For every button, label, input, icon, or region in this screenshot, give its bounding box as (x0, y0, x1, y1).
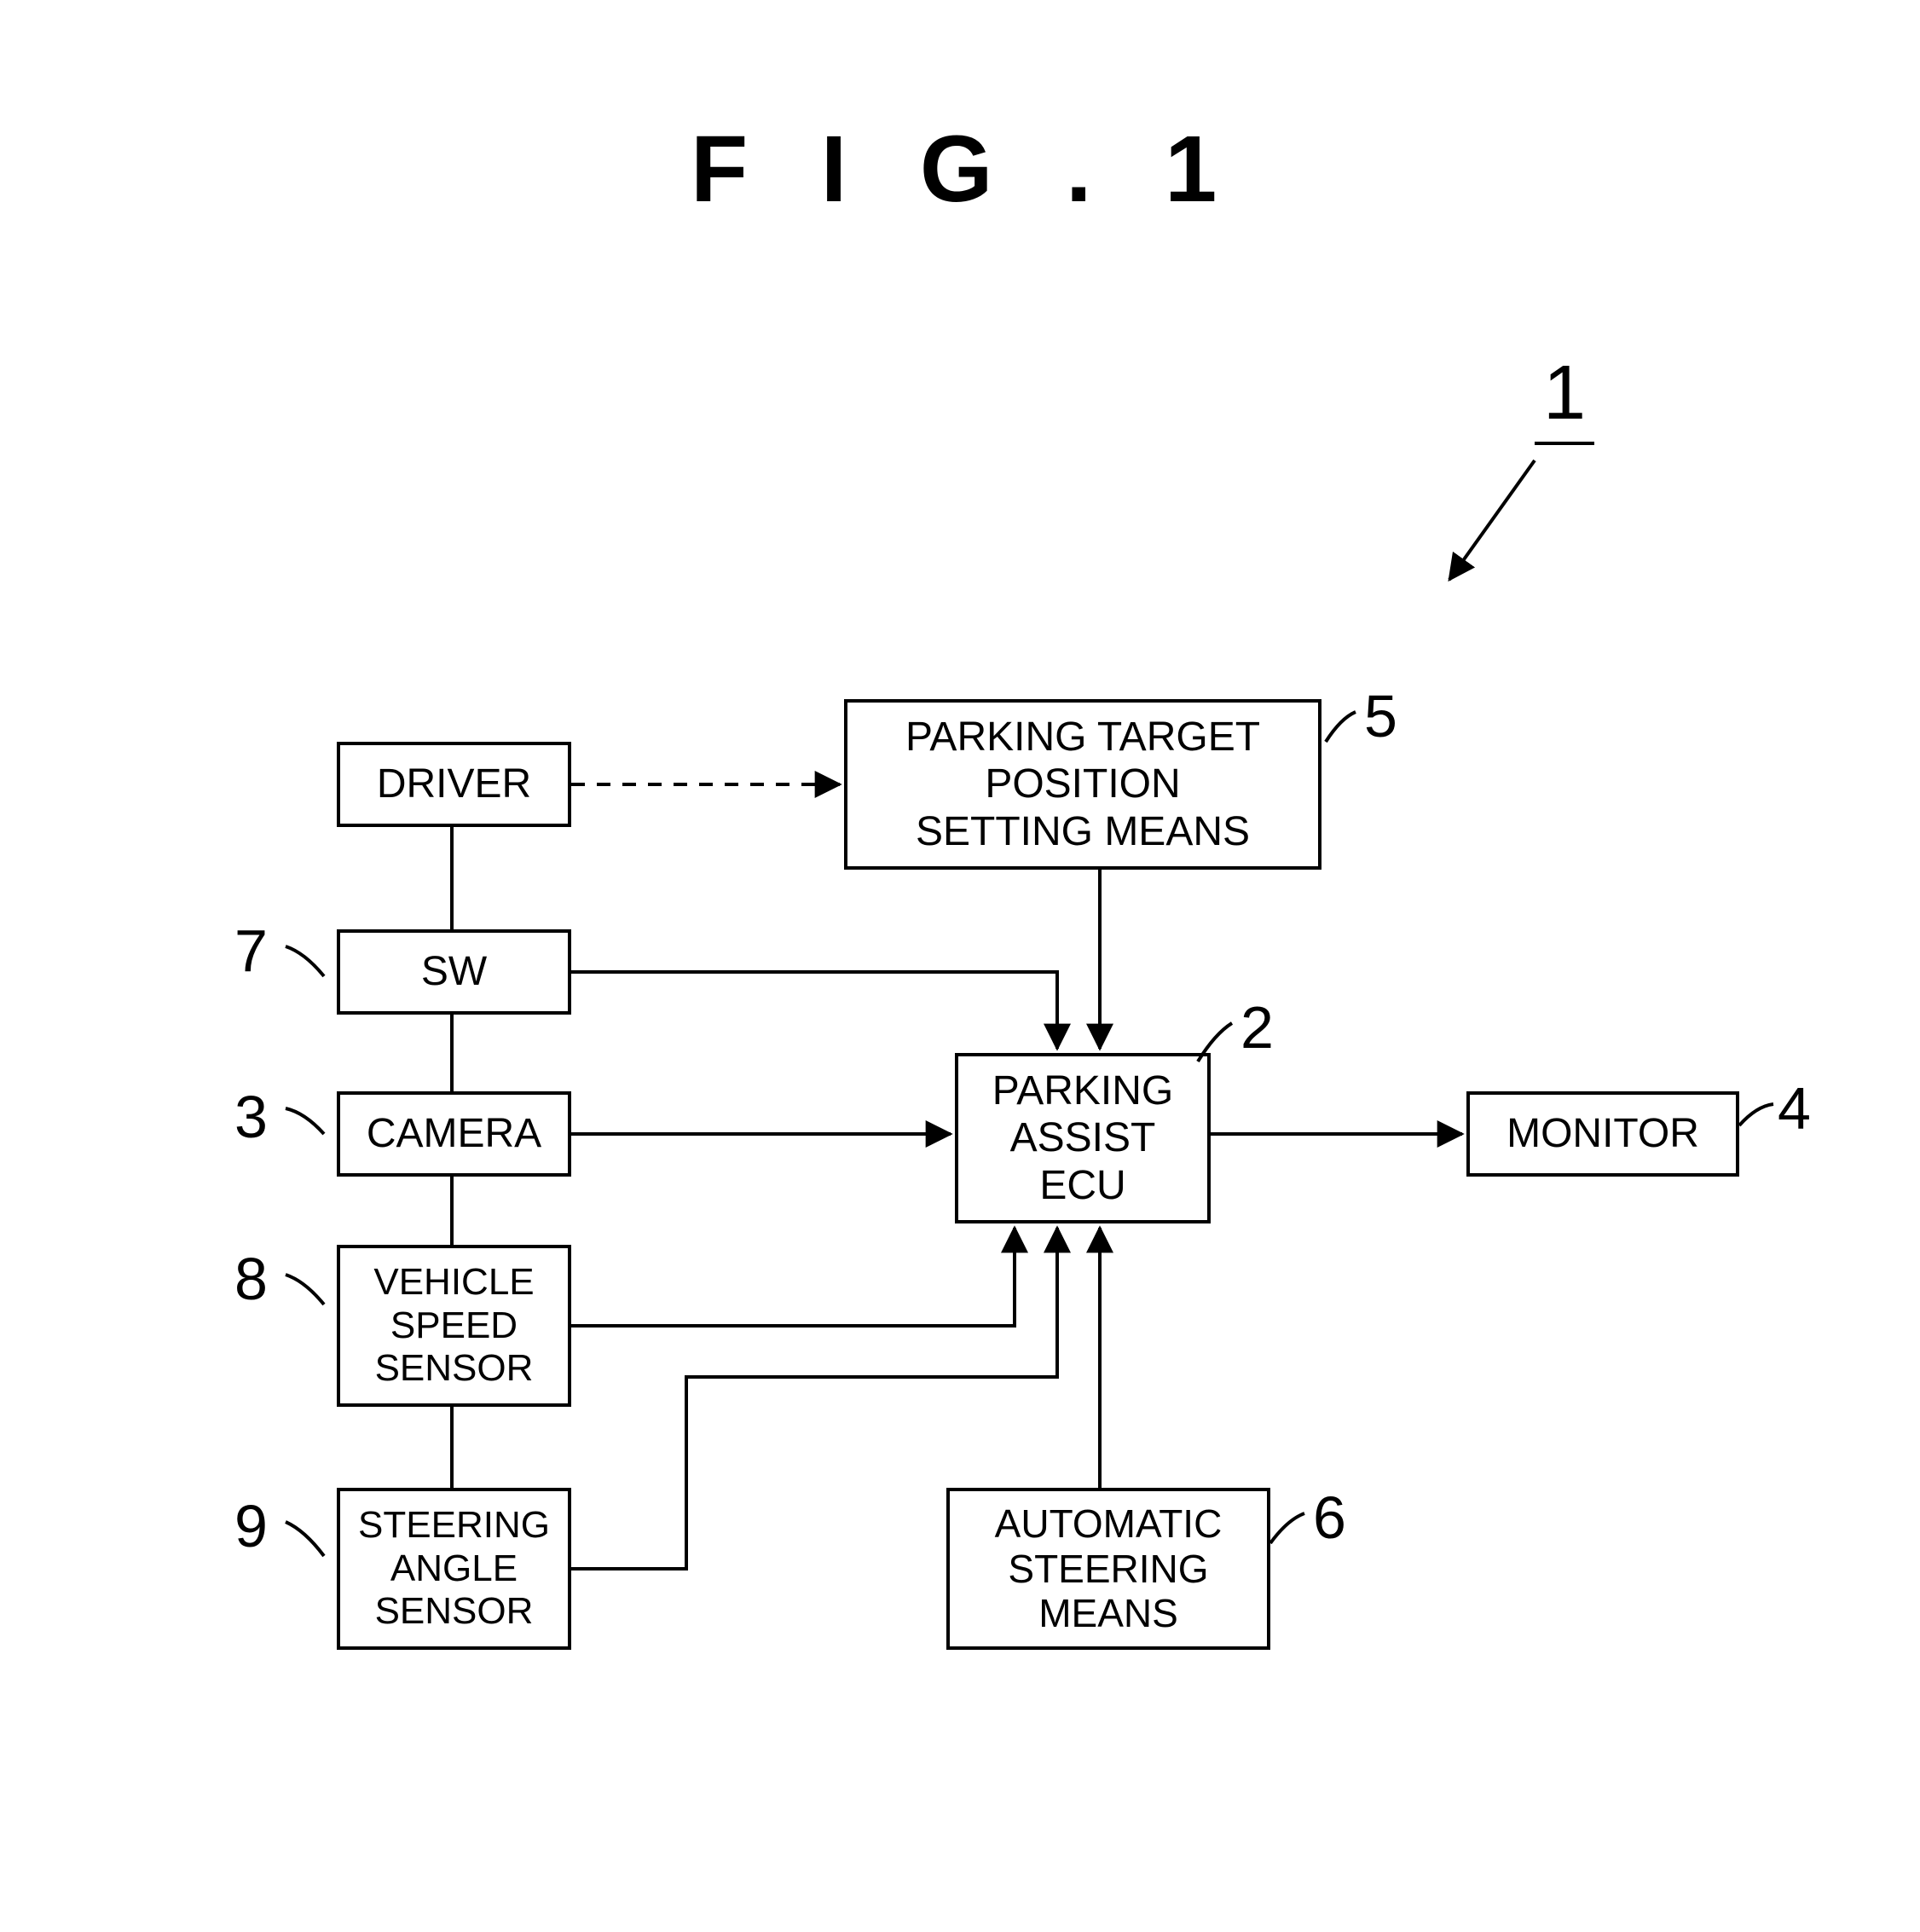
node-vehicle-speed-sensor: VEHICLESPEEDSENSOR (337, 1245, 571, 1407)
ref-4: 4 (1778, 1074, 1811, 1142)
ref-6: 6 (1313, 1484, 1346, 1552)
node-sw: SW (337, 929, 571, 1015)
ref-9: 9 (234, 1492, 268, 1560)
ref-1: 1 (1543, 350, 1586, 437)
node-parking-target-position-setting-means: PARKING TARGETPOSITIONSETTING MEANS (844, 699, 1321, 870)
node-monitor: MONITOR (1466, 1091, 1739, 1177)
diagram-canvas: F I G . 1 1 DRIVER SW CAMERA VEHICLESPEE… (0, 0, 1920, 1932)
node-camera: CAMERA (337, 1091, 571, 1177)
node-steering-angle-sensor: STEERINGANGLESENSOR (337, 1488, 571, 1650)
node-driver: DRIVER (337, 742, 571, 827)
node-parking-assist-ecu: PARKINGASSISTECU (955, 1053, 1211, 1223)
node-automatic-steering-means: AUTOMATICSTEERINGMEANS (946, 1488, 1270, 1650)
ref-8: 8 (234, 1245, 268, 1313)
figure-title: F I G . 1 (691, 115, 1240, 223)
ref-2: 2 (1240, 993, 1274, 1061)
ref-3: 3 (234, 1083, 268, 1151)
ref-7: 7 (234, 917, 268, 985)
ref-5: 5 (1364, 682, 1397, 750)
